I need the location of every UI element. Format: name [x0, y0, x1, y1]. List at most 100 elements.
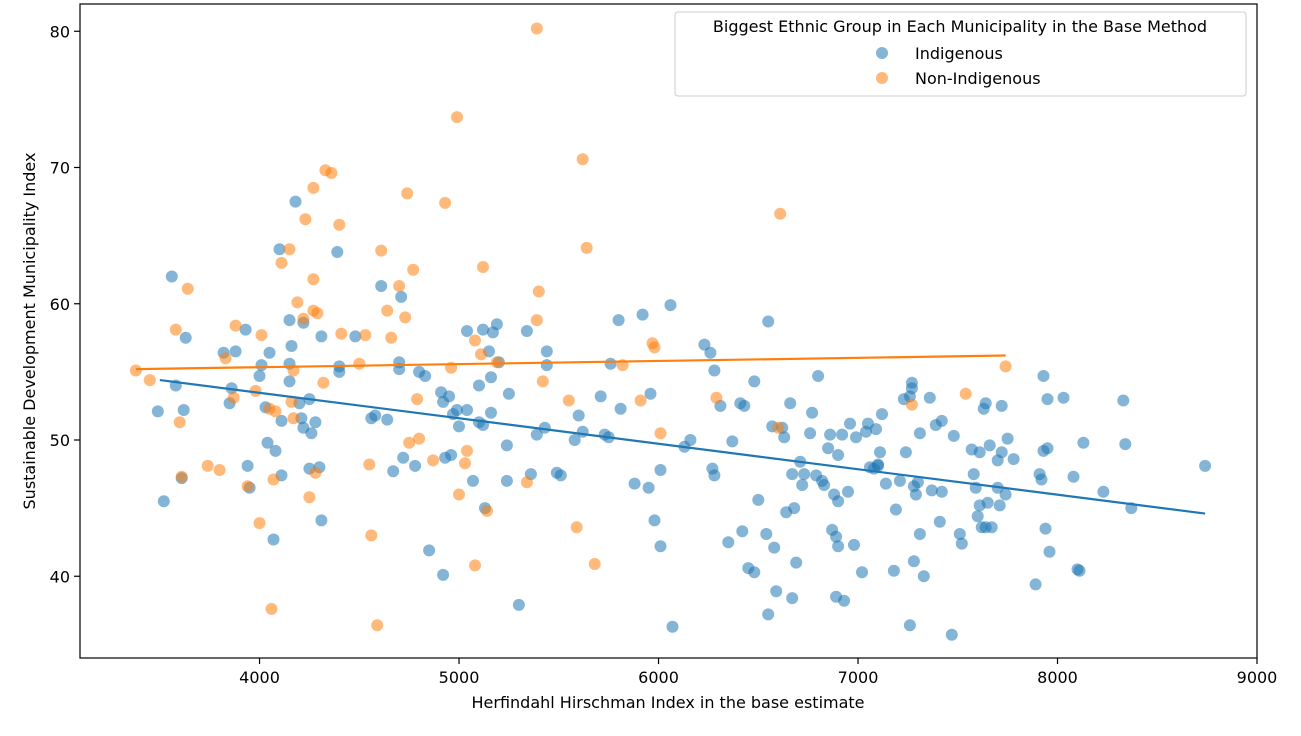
point-indigenous — [848, 538, 860, 551]
point-indigenous — [1001, 432, 1014, 445]
point-indigenous — [642, 481, 655, 494]
point-indigenous — [375, 280, 388, 292]
y-tick-label: 80 — [50, 22, 70, 41]
point-indigenous — [381, 413, 394, 426]
fit-line-indigenous — [159, 378, 1206, 515]
point-indigenous — [704, 346, 717, 359]
point-indigenous — [540, 359, 553, 372]
point-non-indigenous — [255, 329, 268, 342]
point-non-indigenous — [381, 304, 394, 317]
x-ticks: 4000 5000 6000 7000 8000 9000 — [239, 658, 1277, 687]
point-indigenous — [1097, 485, 1110, 498]
point-indigenous — [935, 414, 948, 427]
point-indigenous — [913, 528, 926, 540]
point-indigenous — [698, 338, 711, 351]
point-non-indigenous — [588, 558, 601, 570]
point-non-indigenous — [536, 375, 549, 388]
point-indigenous — [500, 439, 513, 452]
point-indigenous — [736, 525, 749, 538]
point-indigenous — [229, 345, 242, 358]
point-indigenous — [628, 477, 641, 490]
point-indigenous — [502, 387, 515, 400]
point-indigenous — [445, 449, 458, 461]
point-non-indigenous — [363, 458, 376, 471]
point-indigenous — [790, 556, 803, 569]
point-indigenous — [905, 376, 918, 389]
point-non-indigenous — [439, 196, 452, 209]
point-indigenous — [804, 427, 817, 440]
x-tick-label: 8000 — [1037, 668, 1078, 687]
point-indigenous — [832, 449, 845, 461]
point-indigenous — [832, 540, 845, 553]
point-indigenous — [485, 406, 497, 419]
point-indigenous — [443, 390, 456, 403]
point-indigenous — [283, 314, 296, 327]
point-indigenous — [1037, 370, 1050, 382]
point-indigenous — [666, 620, 679, 633]
fit-line-non-indigenous — [135, 354, 1006, 371]
point-non-indigenous — [905, 398, 918, 411]
point-indigenous — [738, 399, 751, 412]
point-indigenous — [520, 325, 533, 337]
point-non-indigenous — [303, 491, 316, 504]
point-non-indigenous — [309, 466, 322, 479]
point-indigenous — [903, 619, 916, 632]
x-tick-label: 7000 — [838, 668, 879, 687]
point-indigenous — [983, 439, 996, 452]
point-non-indigenous — [307, 273, 320, 286]
point-non-indigenous — [253, 517, 266, 530]
point-indigenous — [876, 408, 888, 421]
point-indigenous — [397, 451, 410, 464]
point-indigenous — [512, 598, 525, 611]
point-indigenous — [778, 431, 791, 444]
point-non-indigenous — [959, 387, 972, 400]
legend-label-indigenous: Indigenous — [915, 44, 1003, 63]
point-non-indigenous — [317, 376, 330, 389]
y-tick-label: 50 — [50, 431, 70, 450]
point-indigenous — [708, 469, 721, 482]
x-tick-label: 9000 — [1237, 668, 1278, 687]
x-tick-label: 5000 — [439, 668, 480, 687]
point-indigenous — [1041, 393, 1054, 406]
plot-area — [80, 4, 1257, 658]
legend-label-non-indigenous: Non-Indigenous — [915, 69, 1041, 88]
y-tick-label: 60 — [50, 295, 70, 314]
point-indigenous — [1199, 459, 1212, 472]
point-indigenous — [899, 446, 912, 459]
point-non-indigenous — [469, 334, 481, 347]
point-non-indigenous — [403, 436, 416, 449]
point-non-indigenous — [181, 282, 194, 295]
point-indigenous — [283, 375, 296, 388]
point-indigenous — [568, 434, 581, 446]
point-indigenous — [349, 330, 362, 343]
point-indigenous — [1029, 578, 1042, 591]
point-indigenous — [461, 404, 473, 416]
point-indigenous — [576, 425, 589, 438]
point-non-indigenous — [411, 393, 424, 406]
point-non-indigenous — [213, 464, 226, 476]
point-indigenous — [925, 484, 938, 497]
point-indigenous — [856, 566, 868, 579]
points-layer — [129, 22, 1212, 641]
point-non-indigenous — [325, 167, 338, 179]
point-non-indigenous — [385, 331, 398, 344]
point-non-indigenous — [365, 529, 378, 542]
point-indigenous — [923, 391, 936, 404]
point-non-indigenous — [451, 111, 463, 124]
point-non-indigenous — [580, 241, 593, 254]
legend: Biggest Ethnic Group in Each Municipalit… — [674, 11, 1247, 97]
point-non-indigenous — [285, 395, 298, 408]
x-axis-label: Herfindahl Hirschman Index in the base e… — [471, 693, 864, 712]
point-indigenous — [1077, 436, 1090, 449]
point-indigenous — [762, 315, 775, 328]
point-indigenous — [850, 431, 862, 444]
point-indigenous — [784, 397, 797, 410]
point-indigenous — [981, 496, 994, 509]
point-indigenous — [879, 477, 892, 490]
point-indigenous — [1073, 564, 1086, 577]
point-indigenous — [889, 503, 902, 516]
point-non-indigenous — [710, 391, 723, 404]
point-indigenous — [1041, 442, 1054, 455]
point-indigenous — [177, 404, 190, 416]
